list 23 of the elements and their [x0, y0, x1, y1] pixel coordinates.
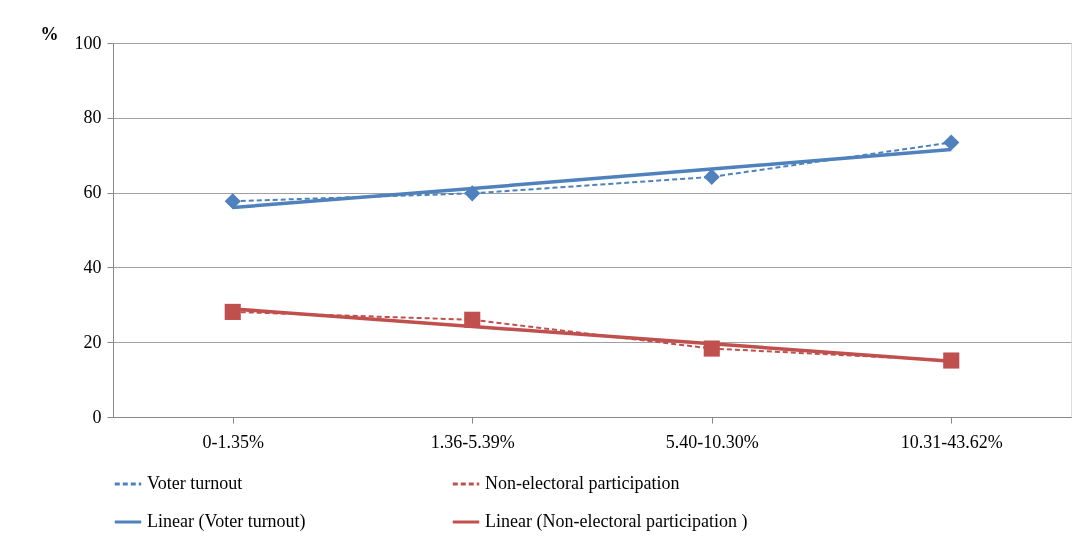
x-tick-label: 10.31-43.62% [900, 431, 1003, 452]
y-tick-label: 80 [83, 107, 102, 128]
y-tick-label: 100 [74, 32, 102, 53]
legend-label: Voter turnout [147, 473, 243, 493]
point [943, 352, 960, 369]
point [464, 185, 481, 202]
legend-label: Linear (Voter turnout) [147, 511, 306, 532]
point [703, 168, 720, 185]
x-tick-label: 1.36-5.39% [430, 431, 515, 452]
point [943, 134, 960, 151]
point [224, 193, 241, 210]
x-tick-label: 0-1.35% [202, 431, 264, 452]
point [224, 303, 241, 320]
y-tick-label: 20 [83, 331, 102, 352]
x-tick-label: 5.40-10.30% [665, 431, 759, 452]
y-tick-label: 0 [92, 406, 102, 427]
point [464, 311, 481, 328]
y-tick-label: 60 [83, 182, 102, 203]
point [703, 340, 720, 357]
y-tick-label: 40 [83, 256, 102, 277]
legend-label: Non-electoral participation [485, 473, 680, 493]
legend-label: Linear (Non-electoral participation ) [485, 511, 748, 532]
y-axis-title: % [40, 23, 59, 44]
